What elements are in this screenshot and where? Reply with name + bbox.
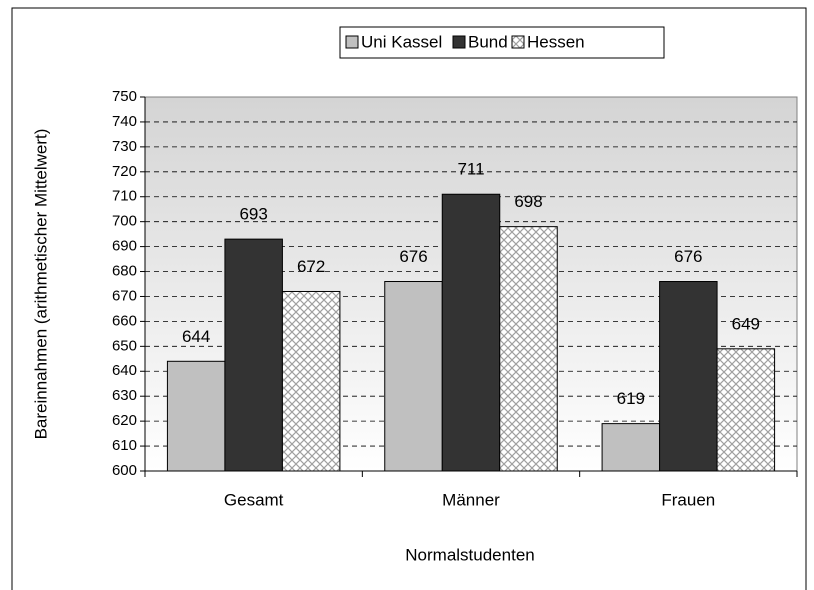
legend-swatch	[345, 35, 359, 49]
bar	[281, 290, 341, 472]
data-label: 711	[457, 160, 484, 179]
data-label: 698	[514, 192, 542, 211]
x-tick-label: Frauen	[661, 490, 715, 509]
y-tick-label: 720	[112, 163, 137, 180]
x-tick-label: Gesamt	[224, 490, 284, 509]
y-axis-label: Bareinnahmen (arithmetischer Mittelwert)	[31, 129, 50, 440]
bar	[224, 238, 283, 472]
data-label: 619	[617, 389, 645, 408]
data-label: 693	[239, 205, 267, 224]
bar	[384, 281, 443, 472]
y-tick-label: 710	[112, 188, 137, 205]
data-label: 649	[732, 314, 760, 333]
y-tick-label: 680	[112, 263, 137, 280]
x-tick-label: Männer	[442, 490, 500, 509]
y-tick-label: 660	[112, 312, 137, 329]
y-tick-label: 630	[112, 387, 137, 404]
data-label: 672	[297, 257, 325, 276]
bar	[601, 423, 661, 472]
bar	[659, 281, 718, 472]
legend-label: Bund	[468, 32, 508, 51]
y-tick-label: 620	[112, 412, 137, 429]
y-tick-label: 730	[112, 138, 137, 155]
y-tick-label: 700	[112, 213, 137, 230]
bar	[441, 193, 501, 472]
legend-box	[339, 26, 665, 59]
y-tick-label: 740	[112, 113, 137, 130]
x-axis-label: Normalstudenten	[405, 545, 534, 564]
data-label: 644	[182, 327, 210, 346]
bar	[499, 226, 558, 472]
legend-swatch	[511, 35, 525, 49]
legend-label: Hessen	[527, 32, 585, 51]
bar	[716, 348, 776, 472]
y-tick-label: 670	[112, 287, 137, 304]
y-tick-label: 750	[112, 88, 137, 105]
data-label: 676	[674, 247, 702, 266]
bar	[166, 360, 226, 472]
y-tick-label: 640	[112, 362, 137, 379]
legend-label: Uni Kassel	[361, 32, 442, 51]
y-tick-label: 600	[112, 462, 137, 479]
y-tick-label: 610	[112, 437, 137, 454]
chart-frame	[11, 7, 807, 590]
y-tick-label: 690	[112, 238, 137, 255]
data-label: 676	[399, 247, 427, 266]
legend-swatch	[452, 35, 466, 49]
y-tick-label: 650	[112, 337, 137, 354]
